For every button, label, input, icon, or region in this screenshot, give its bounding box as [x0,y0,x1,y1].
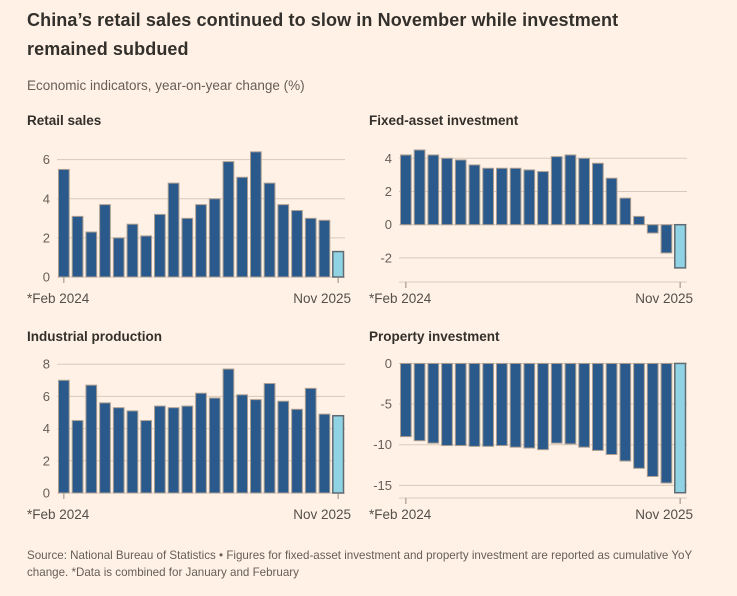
chart-title-retail-sales: Retail sales [27,112,102,128]
svg-text:*Feb 2024: *Feb 2024 [27,507,90,522]
chart-title-industrial-production: Industrial production [27,328,162,344]
svg-text:-15: -15 [373,477,392,492]
chart-fixed-asset-investment: Fixed-asset investment 4 2 0 -2 *Feb 2024 Nov… [369,113,694,309]
chart-property-investment: Property investment 0 -5 -10 -15 *Feb 2024 No… [369,329,694,525]
industrial-production-plot: 8 6 4 2 0 *Feb 2024 Nov 2025 [27,356,351,522]
source-note: Source: National Bureau of Statistics • … [27,548,693,579]
chart-industrial-production: Industrial production 8 6 4 2 0 *Feb 2024 Nov … [27,329,352,525]
svg-text:Nov 2025: Nov 2025 [293,291,351,306]
property-investment-plot: 0 -5 -10 -15 *Feb 2024 Nov 2025 [369,356,693,522]
chart-title-property-investment: Property investment [369,328,500,344]
svg-text:4: 4 [43,191,50,206]
svg-text:-10: -10 [373,437,392,452]
svg-text:2: 2 [43,230,50,245]
svg-text:0: 0 [385,217,392,232]
svg-text:2: 2 [385,184,392,199]
svg-text:-2: -2 [380,250,392,265]
svg-text:*Feb 2024: *Feb 2024 [369,291,432,306]
svg-text:0: 0 [43,485,50,500]
svg-text:2: 2 [43,453,50,468]
svg-text:*Feb 2024: *Feb 2024 [27,291,90,306]
chart-title-fixed-asset-investment: Fixed-asset investment [369,112,519,128]
svg-text:8: 8 [43,356,50,371]
svg-text:6: 6 [43,389,50,404]
page-title: China’s retail sales continued to slow i… [27,10,619,59]
page-subtitle: Economic indicators, year-on-year change… [27,77,305,93]
svg-text:Nov 2025: Nov 2025 [293,507,351,522]
chart-page: China’s retail sales continued to slow i… [27,10,710,579]
svg-text:0: 0 [43,269,50,284]
retail-sales-plot: 6 4 2 0 *Feb 2024 Nov 2025 [27,150,351,306]
svg-text:-5: -5 [380,396,392,411]
chart-retail-sales: Retail sales 6 4 2 0 *Feb 2024 Nov 2025 [27,113,352,309]
svg-text:*Feb 2024: *Feb 2024 [369,507,432,522]
svg-text:4: 4 [43,421,50,436]
svg-text:6: 6 [43,152,50,167]
fixed-asset-investment-plot: 4 2 0 -2 *Feb 2024 Nov 2025 [369,149,693,306]
svg-text:4: 4 [385,150,392,165]
svg-text:0: 0 [385,356,392,371]
svg-text:Nov 2025: Nov 2025 [635,291,693,306]
charts-grid: Retail sales 6 4 2 0 *Feb 2024 Nov 2025 Fixed… [27,113,710,525]
svg-text:Nov 2025: Nov 2025 [635,507,693,522]
